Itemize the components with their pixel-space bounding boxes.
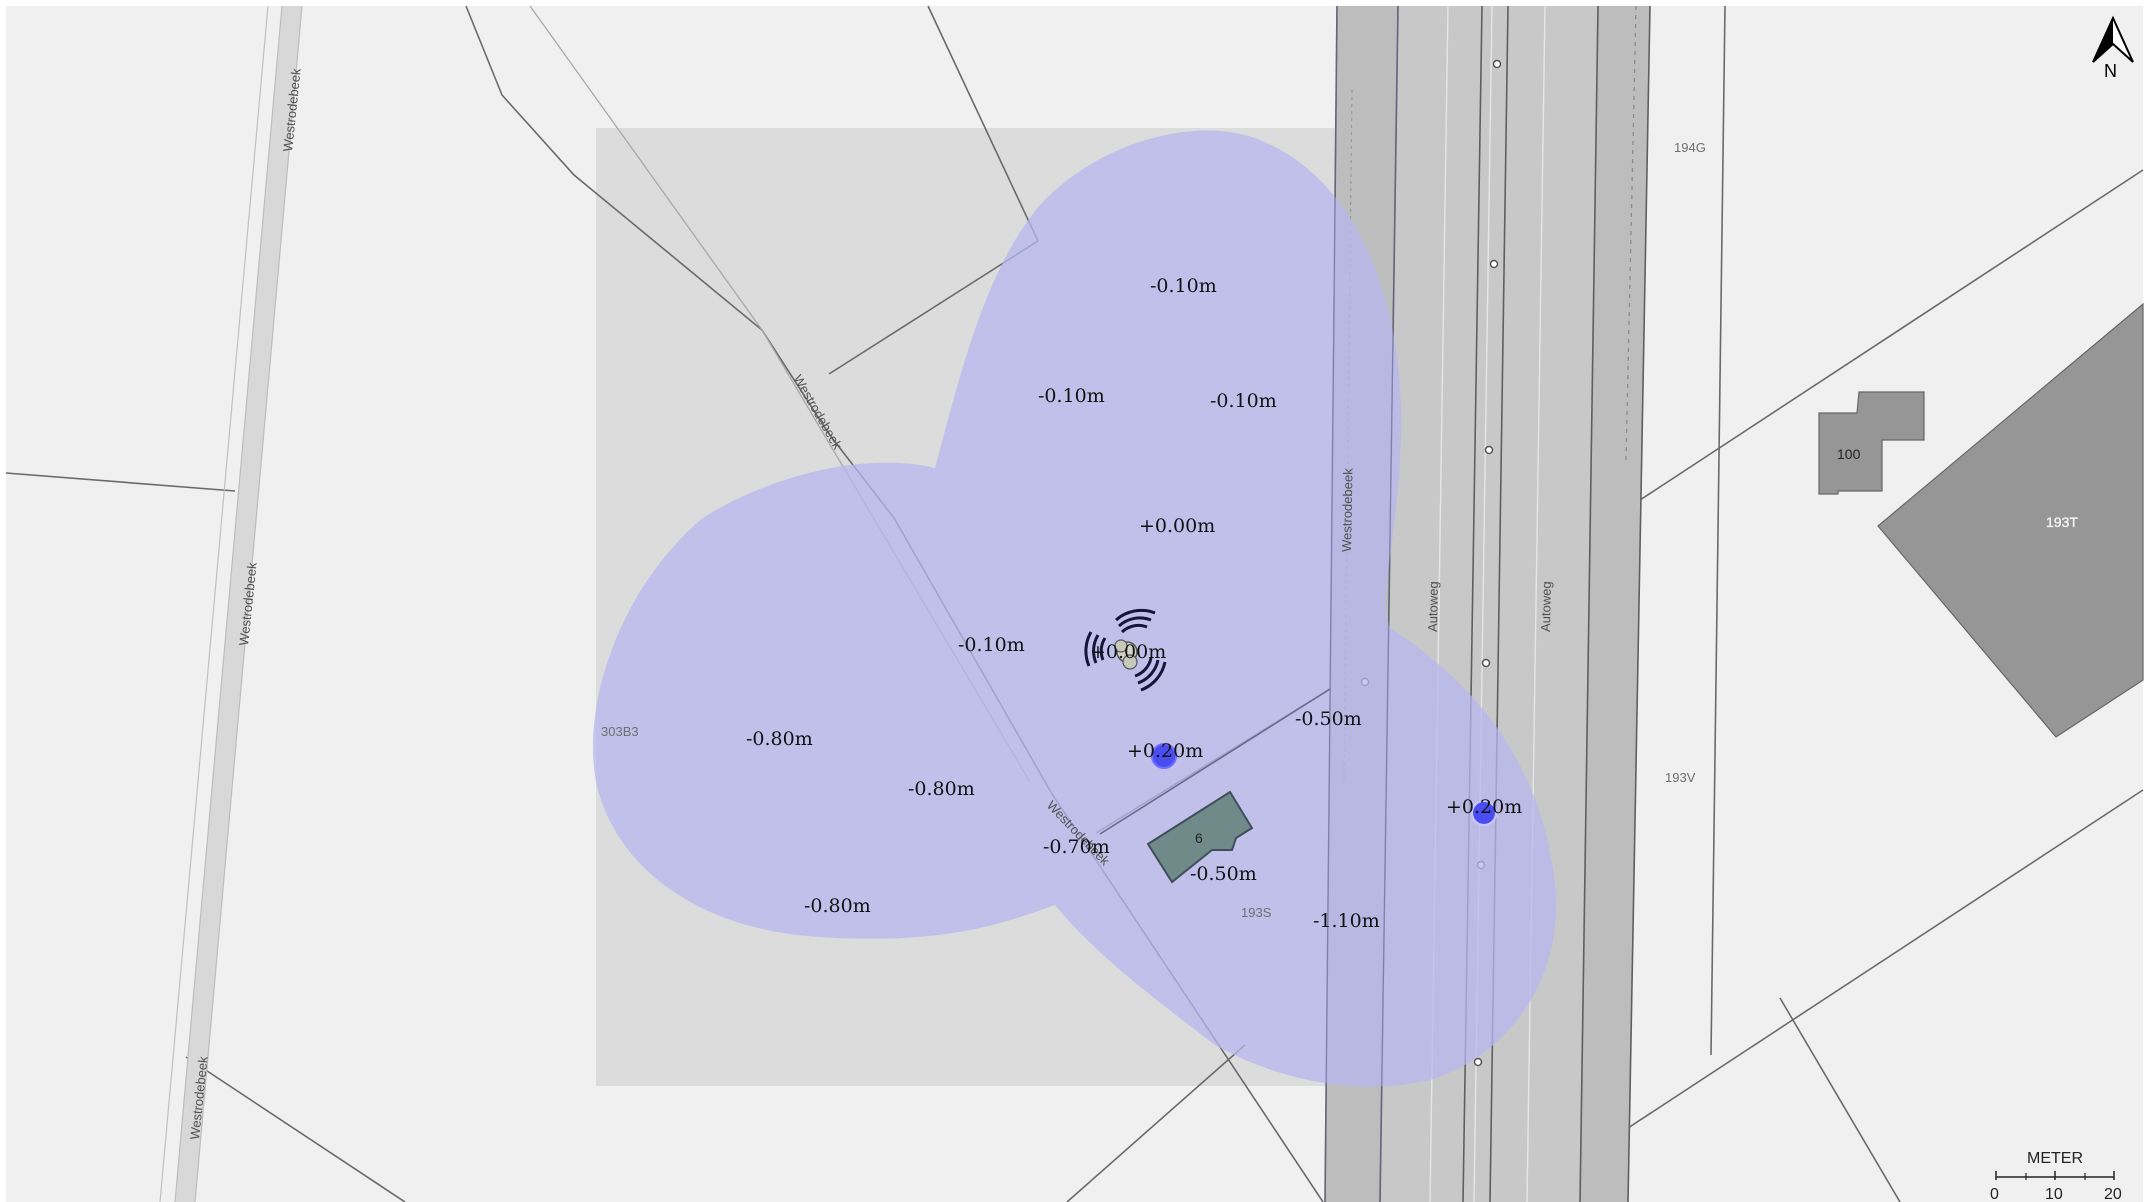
north-arrow[interactable]: N xyxy=(2092,15,2134,81)
water-overlay xyxy=(593,130,1557,1087)
scale-bar-tick: 20 xyxy=(2104,1186,2122,1202)
building-label: 6 xyxy=(1195,830,1203,846)
depth-labels: -0.10m -0.10m -0.10m +0.00m -0.10m +0.00… xyxy=(746,275,1522,932)
building-6-shape[interactable] xyxy=(1146,790,1254,884)
depth-label: -0.80m xyxy=(908,778,975,800)
depth-label: -0.10m xyxy=(1210,390,1277,412)
depth-label: +0.00m xyxy=(1090,641,1166,663)
north-arrow-fill xyxy=(2093,18,2113,62)
building-100-shape xyxy=(1818,391,1925,495)
depth-label: +0.20m xyxy=(1127,740,1203,762)
street-label: Westrodebeek xyxy=(1339,468,1355,552)
depth-label: -0.80m xyxy=(746,728,813,750)
overlay-road-edges xyxy=(1324,5,1399,1202)
depth-label: -0.10m xyxy=(1038,385,1105,407)
building-label: 193T xyxy=(2046,514,2078,530)
parcel-label: 193V xyxy=(1665,770,1696,785)
depth-label: -0.50m xyxy=(1295,708,1362,730)
building-193t-shape xyxy=(1877,302,2144,738)
measurement-point-marker[interactable] xyxy=(1151,743,1177,769)
pump-symbol-icon xyxy=(1084,608,1167,692)
depth-label: -0.80m xyxy=(804,895,871,917)
parcel-label: 303B3 xyxy=(601,724,639,739)
depth-label: +0.00m xyxy=(1139,515,1215,537)
depth-label: +0.20m xyxy=(1446,796,1522,818)
scale-bar-tick: 10 xyxy=(2045,1186,2063,1202)
measurement-point-marker[interactable] xyxy=(1471,800,1497,826)
north-arrow-label: N xyxy=(2104,61,2117,81)
scale-bar-title: METER xyxy=(2027,1150,2083,1167)
depth-label: -0.70m xyxy=(1043,836,1110,858)
depth-label: -1.10m xyxy=(1313,910,1380,932)
access-path xyxy=(1099,688,1331,835)
scale-bar-tick: 0 xyxy=(1990,1186,1999,1202)
depth-label: -0.10m xyxy=(958,634,1025,656)
depth-label: -0.10m xyxy=(1150,275,1217,297)
depth-label: -0.50m xyxy=(1190,863,1257,885)
scale-bar: METER 0 10 20 xyxy=(1990,1150,2122,1202)
street-label: Autoweg xyxy=(1425,581,1441,632)
building-label: 100 xyxy=(1837,446,1861,462)
west-street-strip xyxy=(159,5,303,1202)
street-label: Autoweg xyxy=(1538,581,1554,632)
parcel-label: 194G xyxy=(1674,140,1706,155)
parcel-label: 193S xyxy=(1241,905,1272,920)
